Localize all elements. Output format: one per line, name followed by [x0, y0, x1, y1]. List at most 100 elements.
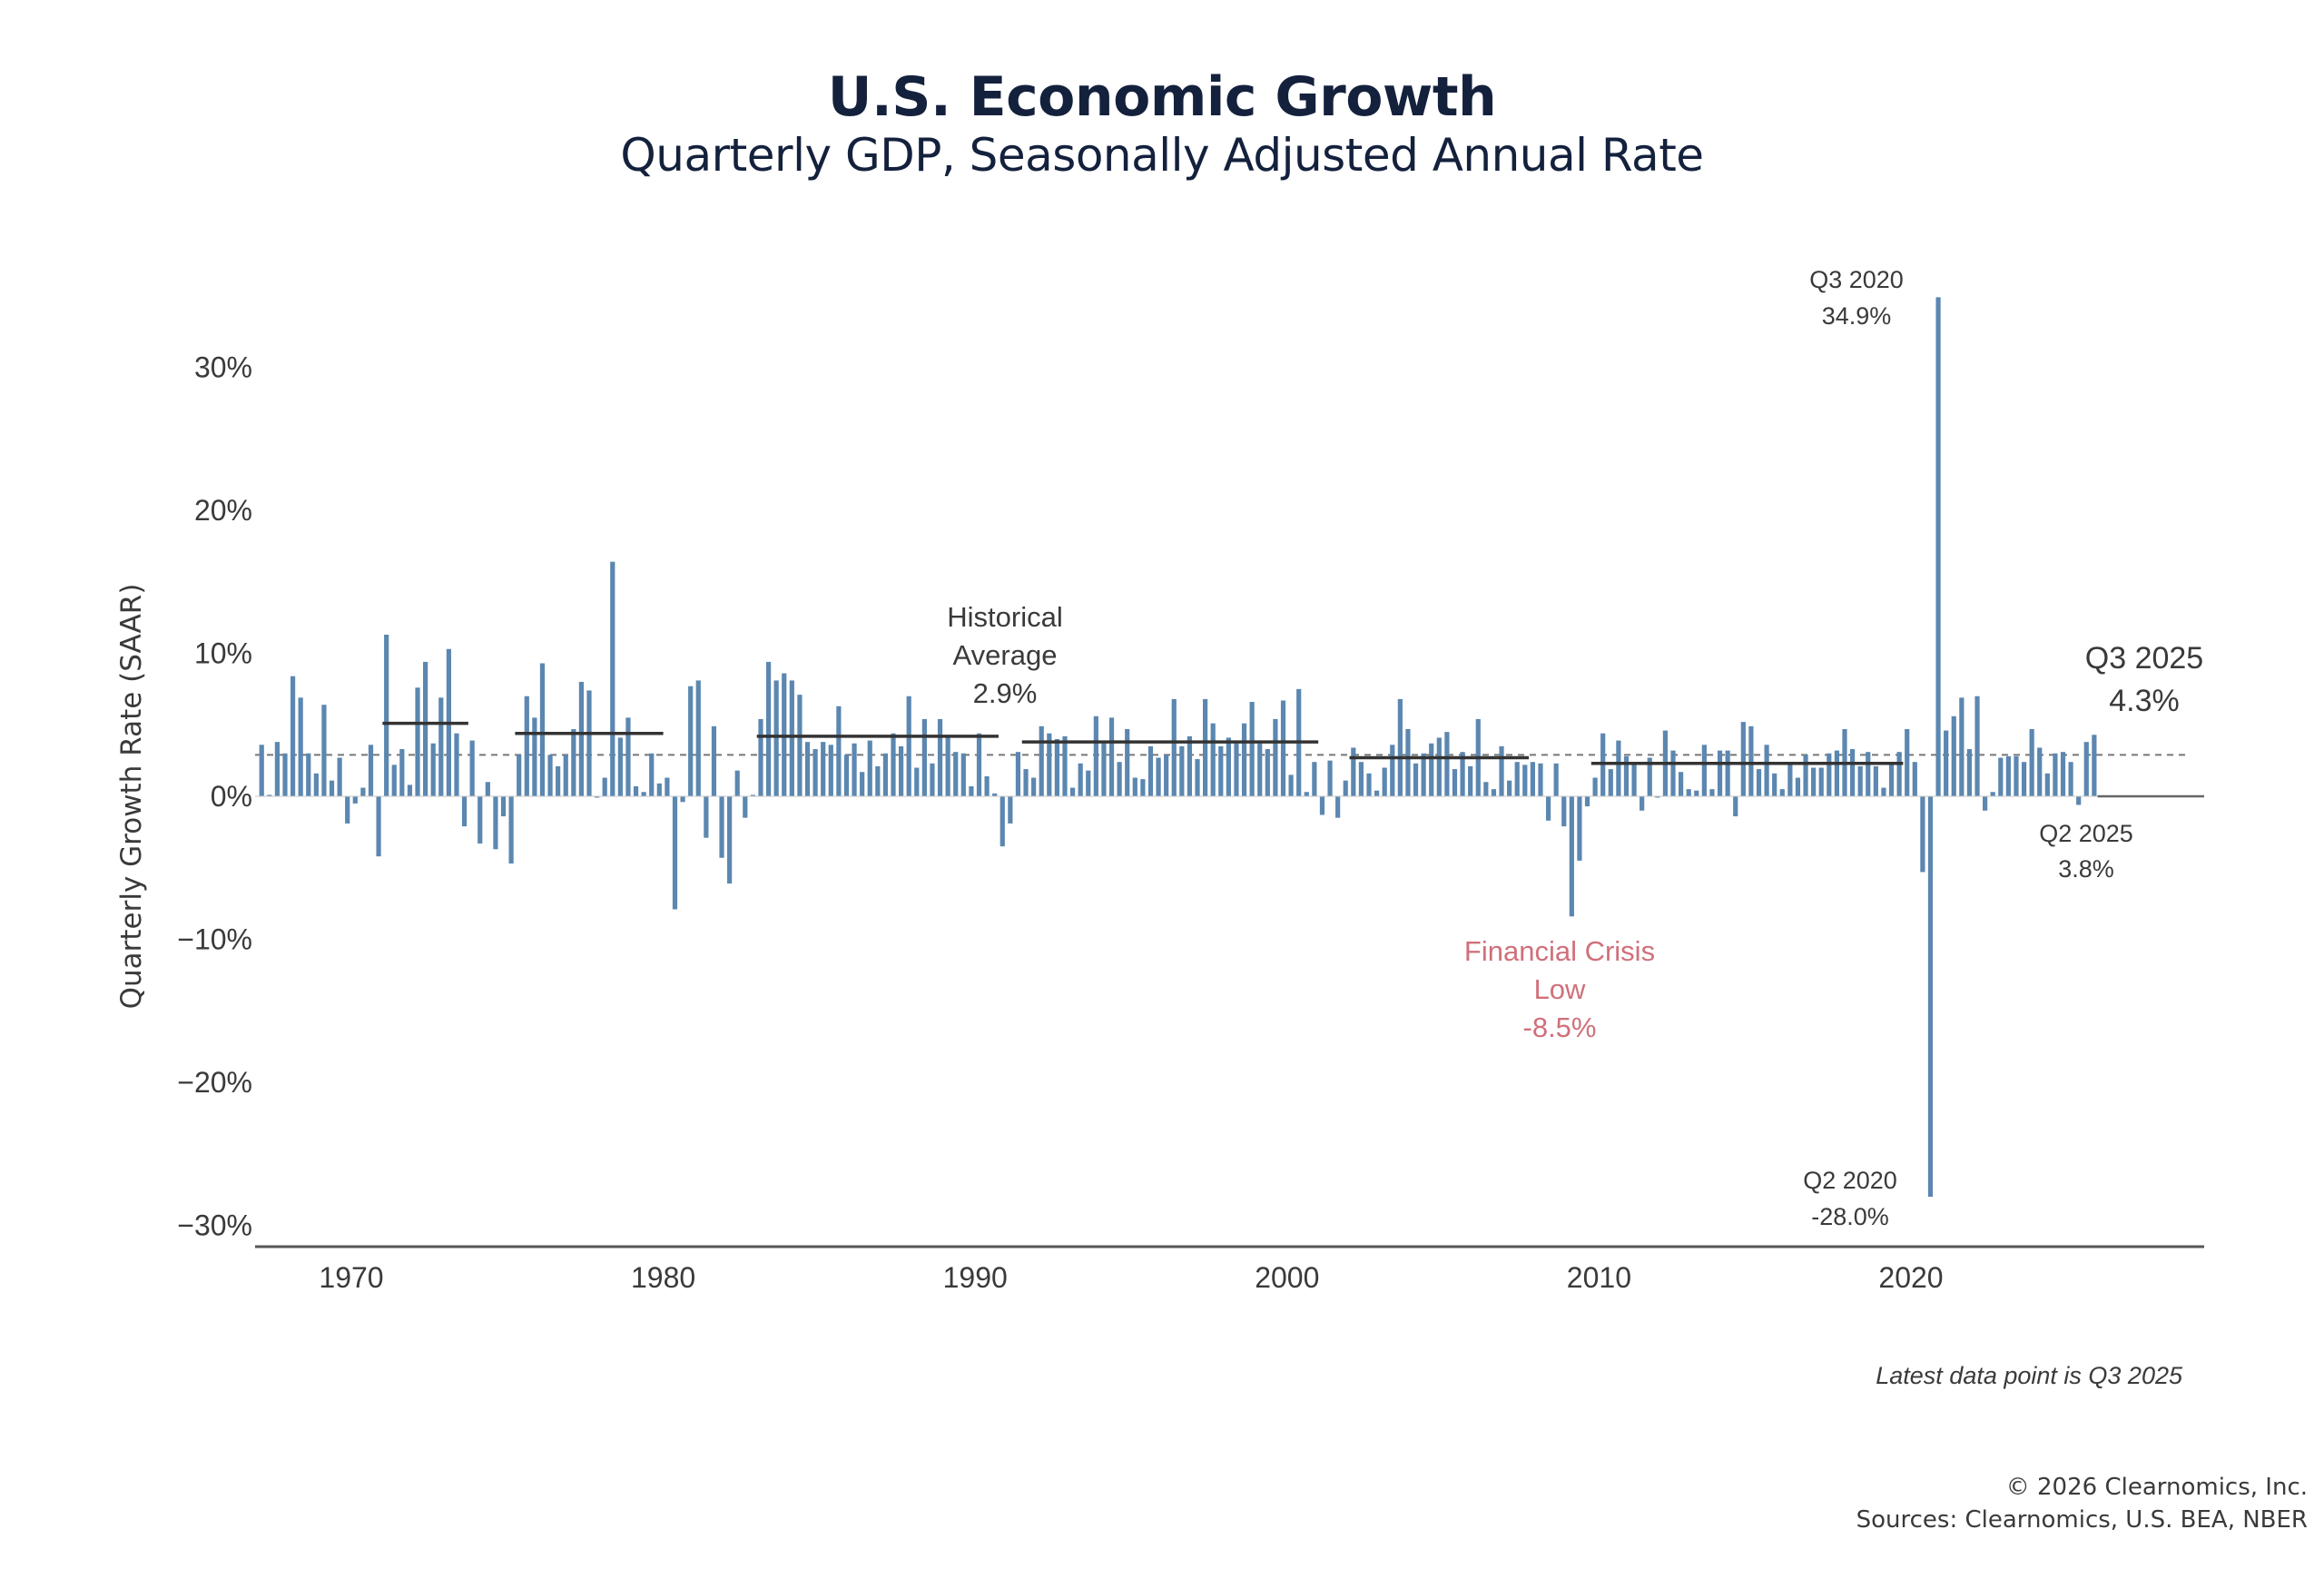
bar	[539, 663, 546, 796]
bar	[1530, 762, 1535, 796]
x-tick-label: 1980	[631, 1261, 695, 1294]
bar	[984, 775, 990, 796]
bar	[1935, 297, 1941, 797]
annotation-line: 34.9%	[1822, 302, 1892, 330]
bar	[407, 784, 413, 796]
bar	[1031, 777, 1037, 796]
bar	[1569, 796, 1574, 917]
bar	[828, 745, 833, 796]
bar	[1210, 723, 1216, 796]
bar	[2092, 735, 2097, 796]
x-tick-label: 2010	[1567, 1261, 1631, 1294]
y-tick-label: 30%	[194, 351, 252, 384]
bar	[1421, 753, 1426, 796]
bar	[1748, 725, 1754, 797]
x-tick-label: 2000	[1255, 1261, 1319, 1294]
bar	[1203, 698, 1208, 796]
bar	[2037, 747, 2043, 796]
bar	[267, 794, 272, 796]
bar	[1312, 762, 1317, 796]
y-axis-label: Quarterly Growth Rate (SAAR)	[115, 584, 148, 1010]
bar	[1647, 757, 1652, 797]
bar	[1086, 770, 1091, 796]
bar	[1374, 790, 1380, 796]
y-tick-label: −10%	[177, 923, 252, 956]
x-ticks: 1970 1980 1990 2000 2010 2020	[319, 1261, 1943, 1294]
bar	[773, 680, 779, 796]
bar	[1951, 715, 1956, 796]
bar	[758, 718, 763, 796]
bar	[1912, 762, 1917, 796]
bar	[438, 697, 444, 797]
bar	[321, 705, 327, 796]
bar	[2076, 796, 2082, 805]
bar	[508, 796, 514, 864]
bar	[478, 796, 483, 844]
bar	[1288, 775, 1294, 797]
bar	[1990, 792, 1995, 796]
bar	[1218, 745, 1224, 797]
bar	[1787, 763, 1793, 796]
bar	[610, 561, 615, 796]
bar	[1460, 752, 1465, 796]
bar	[290, 676, 296, 796]
bar	[329, 780, 335, 796]
bar	[1273, 718, 1278, 796]
bar	[1779, 789, 1785, 797]
bar	[1397, 698, 1403, 796]
bar	[1701, 745, 1707, 796]
annotation-line: -28.0%	[1811, 1203, 1889, 1230]
bar	[1974, 696, 1980, 796]
bar	[1623, 755, 1630, 796]
bar	[1008, 796, 1013, 824]
bar	[680, 796, 685, 803]
bar	[1187, 735, 1193, 796]
annotation-line: Q3 2025	[2085, 641, 2203, 676]
bar	[368, 745, 374, 796]
bar	[1265, 749, 1270, 796]
bar	[1640, 796, 1645, 811]
bar	[695, 680, 701, 796]
bar	[493, 796, 498, 850]
bar	[765, 661, 772, 796]
bar	[1444, 732, 1450, 797]
bar	[804, 742, 811, 796]
bar	[1436, 737, 1442, 796]
bar	[586, 690, 592, 796]
bar	[1834, 750, 1839, 796]
bar	[1452, 769, 1458, 796]
bar	[1553, 763, 1559, 796]
bar	[688, 686, 694, 797]
bar	[665, 777, 670, 796]
bar	[937, 718, 943, 796]
y-tick-label: −30%	[177, 1209, 252, 1242]
bar	[517, 755, 522, 796]
annotation-line: Historical	[947, 601, 1062, 633]
bar	[391, 765, 397, 796]
annotation-q3-2025: Q3 2025 4.3%	[2085, 641, 2203, 718]
bar	[556, 765, 561, 796]
bar	[750, 794, 755, 796]
annotation-line: 3.8%	[2058, 855, 2114, 883]
bar	[1108, 717, 1115, 797]
bar	[1514, 762, 1520, 796]
bar	[500, 796, 507, 817]
bar	[1280, 700, 1286, 797]
bar	[641, 792, 646, 796]
bar	[282, 753, 288, 796]
bar	[836, 706, 842, 796]
bar	[734, 770, 740, 796]
bar	[306, 753, 311, 796]
y-tick-label: 20%	[194, 494, 252, 527]
bar	[571, 728, 576, 797]
bars	[259, 297, 2097, 1197]
bar	[1319, 796, 1325, 815]
bar	[1335, 796, 1341, 818]
bar	[727, 796, 733, 884]
bar	[1655, 796, 1660, 798]
annotation-q3-2020: Q3 2020 34.9%	[1809, 266, 1904, 330]
bar	[656, 783, 662, 797]
bar	[969, 785, 974, 796]
bar	[1499, 745, 1504, 797]
bar	[992, 793, 998, 796]
